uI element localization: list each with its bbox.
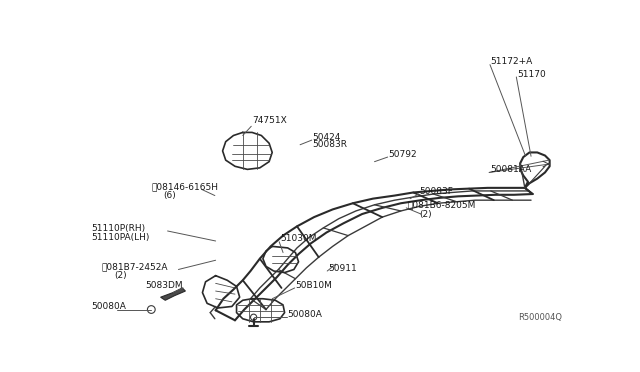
Text: 50083F: 50083F <box>419 187 453 196</box>
Text: 50B10M: 50B10M <box>296 280 332 289</box>
Text: 51030M: 51030M <box>280 234 316 243</box>
Text: 50083R: 50083R <box>312 140 348 150</box>
Text: Ⓑ081B7-2452A: Ⓑ081B7-2452A <box>102 262 168 271</box>
Text: 50792: 50792 <box>388 150 417 158</box>
Text: 50911: 50911 <box>328 263 356 273</box>
Text: 51170: 51170 <box>517 70 546 78</box>
Text: Ⓑ08146-6165H: Ⓑ08146-6165H <box>151 182 218 191</box>
Text: (6): (6) <box>164 191 177 200</box>
Text: 50080A: 50080A <box>91 302 125 311</box>
Text: 51110P(RH): 51110P(RH) <box>91 224 145 232</box>
Polygon shape <box>161 288 186 300</box>
Text: Ⓑ081B6-8205M: Ⓑ081B6-8205M <box>407 201 476 209</box>
Text: 50080A: 50080A <box>288 310 323 319</box>
Text: (2): (2) <box>114 271 127 280</box>
Text: 74751X: 74751X <box>252 116 287 125</box>
Text: 51110PA(LH): 51110PA(LH) <box>91 233 149 242</box>
Text: R500004Q: R500004Q <box>518 313 562 322</box>
Text: 5083DM: 5083DM <box>145 280 183 289</box>
Text: 50081AA: 50081AA <box>491 165 532 174</box>
Text: 51172+A: 51172+A <box>491 57 533 66</box>
Text: (2): (2) <box>419 210 432 219</box>
Text: 50424: 50424 <box>312 133 341 142</box>
